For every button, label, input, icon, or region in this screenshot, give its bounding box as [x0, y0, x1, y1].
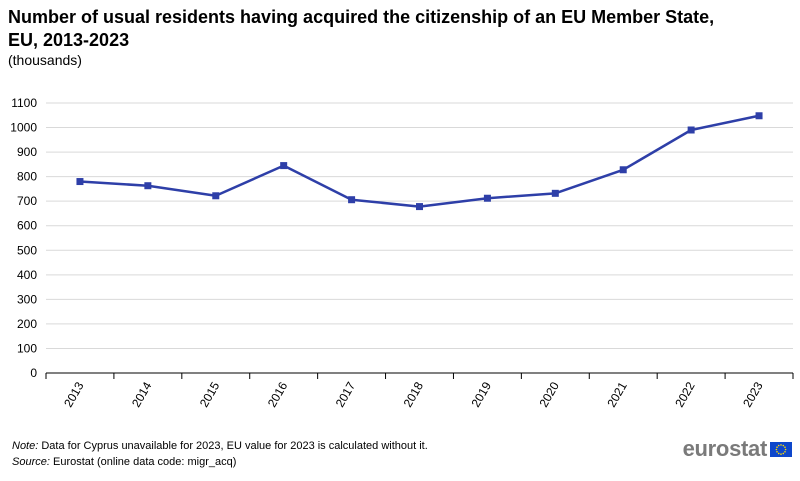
- data-point: [687, 126, 695, 134]
- x-tick-label: 2021: [604, 379, 630, 409]
- flag-star: [784, 450, 786, 453]
- y-tick-label: 1100: [11, 96, 37, 110]
- flag-star: [782, 452, 785, 454]
- data-point: [755, 112, 763, 120]
- data-point: [76, 178, 84, 186]
- data-point: [551, 189, 559, 197]
- y-tick-label: 100: [17, 341, 37, 355]
- chart-subtitle: (thousands): [8, 52, 82, 68]
- y-tick-label: 0: [30, 366, 37, 380]
- x-tick-label: 2016: [265, 379, 291, 409]
- data-point: [619, 166, 627, 174]
- note-label: Note:: [12, 440, 39, 452]
- x-tick-label: 2014: [129, 379, 155, 409]
- flag-star: [784, 445, 786, 448]
- y-tick-label: 400: [17, 268, 37, 282]
- y-tick-label: 600: [17, 219, 37, 233]
- chart-title: Number of usual residents having acquire…: [8, 7, 715, 50]
- flag-star: [776, 450, 778, 453]
- note-text: Data for Cyprus unavailable for 2023, EU…: [41, 440, 428, 452]
- data-point: [212, 192, 220, 200]
- flag-star: [775, 448, 778, 450]
- data-point: [483, 194, 491, 202]
- y-tick-label: 1000: [10, 121, 37, 135]
- flag-star: [777, 452, 780, 454]
- series-line: [79, 114, 760, 208]
- data-point: [416, 203, 423, 211]
- footnotes: Note: Data for Cyprus unavailable for 20…: [12, 438, 428, 470]
- y-tick-label: 800: [17, 170, 37, 184]
- data-point: [348, 196, 356, 204]
- note-line: Note: Data for Cyprus unavailable for 20…: [12, 438, 428, 454]
- x-tick-label: 2018: [401, 379, 427, 409]
- eu-flag-icon: [770, 441, 792, 457]
- data-point: [280, 162, 288, 170]
- logo-text: eurostat: [682, 436, 768, 461]
- y-tick-label: 900: [17, 145, 37, 159]
- flag-star: [777, 444, 780, 446]
- x-tick-label: 2020: [536, 379, 562, 409]
- flag-star: [776, 445, 778, 448]
- y-tick-label: 700: [17, 194, 37, 208]
- x-tick-label: 2023: [740, 379, 766, 409]
- source-text: Eurostat (online data code: migr_acq): [52, 456, 237, 468]
- x-tick-label: 2015: [197, 379, 223, 409]
- data-point: [144, 182, 152, 190]
- eurostat-logo: eurostat: [683, 436, 792, 462]
- y-tick-label: 500: [17, 243, 37, 257]
- x-tick-label: 2013: [61, 379, 87, 409]
- flag-star: [780, 452, 782, 455]
- flag-star: [784, 448, 787, 450]
- x-tick-label: 2017: [333, 379, 359, 409]
- source-label: Source:: [12, 456, 50, 468]
- flag-star: [780, 443, 782, 446]
- x-tick-label: 2022: [672, 379, 698, 409]
- flag-star: [782, 444, 785, 446]
- y-tick-label: 300: [17, 292, 37, 306]
- x-tick-label: 2019: [469, 379, 495, 409]
- source-line: Source: Eurostat (online data code: migr…: [12, 454, 428, 470]
- y-tick-label: 200: [17, 317, 37, 331]
